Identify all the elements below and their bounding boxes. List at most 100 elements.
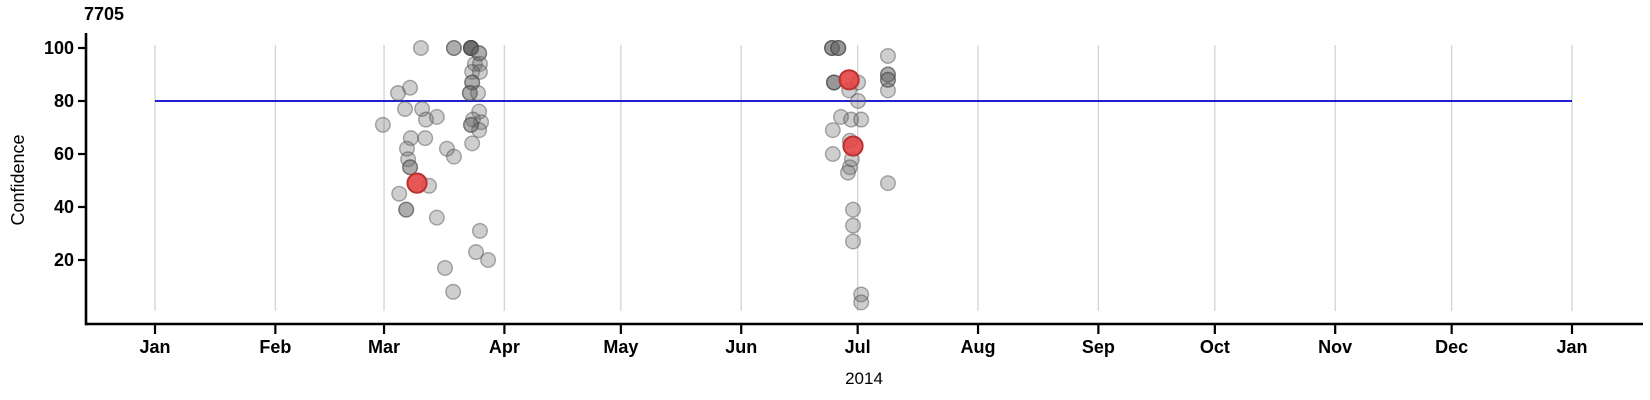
data-point — [437, 259, 454, 276]
data-point — [445, 283, 462, 300]
data-point — [473, 114, 490, 131]
data-point — [463, 40, 480, 57]
data-point — [824, 122, 841, 139]
data-point — [463, 40, 480, 57]
data-point — [402, 159, 419, 176]
data-point — [463, 116, 480, 133]
data-point — [463, 40, 480, 57]
data-point — [398, 140, 415, 157]
data-point — [824, 145, 841, 162]
y-tick-label: 20 — [54, 250, 74, 270]
data-point — [830, 40, 847, 57]
data-point — [445, 148, 462, 165]
data-point — [879, 82, 896, 99]
data-point — [464, 111, 481, 128]
data-point — [830, 40, 847, 57]
y-tick-label: 80 — [54, 91, 74, 111]
data-point — [853, 286, 870, 303]
data-point — [464, 74, 481, 91]
data-point — [464, 74, 481, 91]
data-point — [391, 185, 408, 202]
y-tick-label: 60 — [54, 144, 74, 164]
data-point — [879, 66, 896, 83]
data-point — [417, 130, 434, 147]
month-tick-label: Jun — [725, 337, 757, 357]
data-point — [445, 40, 462, 57]
data-point — [398, 201, 415, 218]
month-tick-label: Dec — [1435, 337, 1468, 357]
data-point — [390, 85, 407, 102]
data-point — [845, 233, 862, 250]
month-tick-label: Apr — [489, 337, 520, 357]
data-point — [464, 135, 481, 152]
data-point — [471, 55, 488, 72]
data-point — [463, 40, 480, 57]
data-point — [402, 79, 419, 96]
data-point — [830, 40, 847, 57]
month-tick-label: Mar — [368, 337, 400, 357]
month-tick-label: Aug — [961, 337, 996, 357]
month-tick-label: Oct — [1200, 337, 1230, 357]
data-point — [463, 40, 480, 57]
data-point — [402, 130, 419, 147]
data-point — [400, 151, 417, 168]
data-point — [853, 294, 870, 311]
data-point — [397, 100, 414, 117]
data-point — [417, 111, 434, 128]
data-point — [843, 111, 860, 128]
data-point — [845, 201, 862, 218]
month-tick-label: Nov — [1318, 337, 1352, 357]
data-point — [471, 63, 488, 80]
data-point — [414, 100, 431, 117]
month-tick-label: May — [603, 337, 638, 357]
data-point — [879, 47, 896, 64]
data-point — [374, 116, 391, 133]
data-point — [471, 45, 488, 62]
data-point — [464, 63, 481, 80]
month-tick-label: Jan — [1556, 337, 1587, 357]
data-point — [469, 85, 486, 102]
data-point — [853, 111, 870, 128]
month-tick-label: Sep — [1082, 337, 1115, 357]
data-point — [438, 140, 455, 157]
highlighted-data-point — [838, 69, 860, 91]
month-tick-label: Jan — [139, 337, 170, 357]
month-tick-label: Feb — [259, 337, 291, 357]
data-point — [839, 164, 856, 181]
data-point — [471, 122, 488, 139]
data-point — [824, 40, 841, 57]
month-tick-label: Jul — [845, 337, 871, 357]
data-point — [398, 201, 415, 218]
data-point — [879, 71, 896, 88]
data-point — [480, 251, 497, 268]
data-point — [463, 40, 480, 57]
x-axis-title: 2014 — [845, 369, 883, 388]
highlighted-data-point — [842, 135, 864, 157]
data-point — [824, 40, 841, 57]
data-point — [845, 217, 862, 234]
y-tick-label: 100 — [44, 38, 74, 58]
data-point — [461, 85, 478, 102]
data-point — [850, 92, 867, 109]
data-point — [466, 55, 483, 72]
data-point — [471, 222, 488, 239]
highlighted-data-point — [406, 172, 428, 194]
data-point — [841, 159, 858, 176]
data-point — [471, 103, 488, 120]
data-point — [445, 40, 462, 57]
data-point — [471, 45, 488, 62]
y-tick-label: 40 — [54, 197, 74, 217]
data-point — [832, 108, 849, 125]
data-point — [824, 40, 841, 57]
data-point — [879, 71, 896, 88]
data-point — [879, 66, 896, 83]
data-point — [463, 116, 480, 133]
data-point — [428, 209, 445, 226]
data-point — [461, 85, 478, 102]
data-point — [402, 159, 419, 176]
data-point — [428, 108, 445, 125]
data-point — [879, 175, 896, 192]
data-point — [468, 244, 485, 261]
